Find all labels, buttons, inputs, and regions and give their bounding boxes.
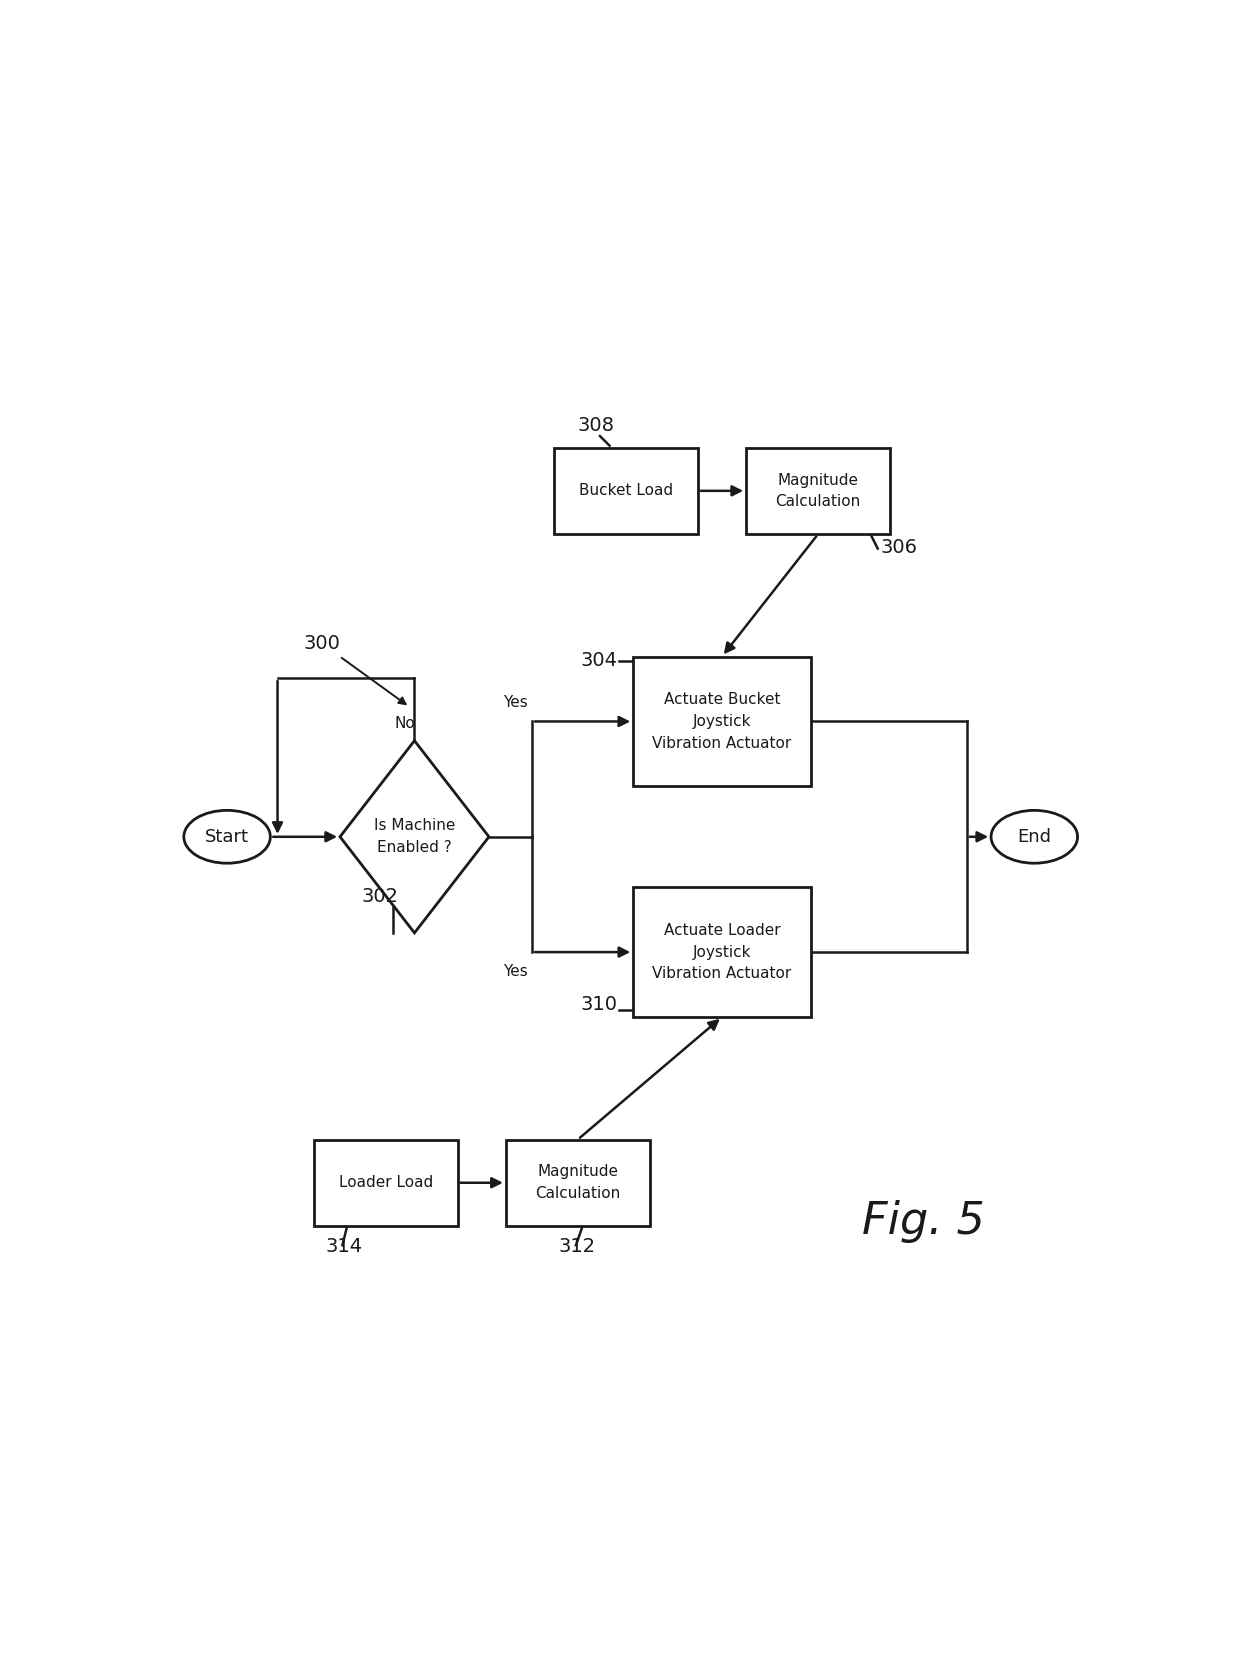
Text: 300: 300 — [304, 635, 405, 704]
Text: Actuate Bucket
Joystick
Vibration Actuator: Actuate Bucket Joystick Vibration Actuat… — [652, 693, 791, 751]
FancyBboxPatch shape — [746, 447, 890, 534]
Polygon shape — [340, 741, 489, 933]
Text: 306: 306 — [880, 539, 918, 557]
FancyBboxPatch shape — [634, 656, 811, 787]
Text: 304: 304 — [580, 651, 618, 669]
Text: Magnitude
Calculation: Magnitude Calculation — [775, 472, 861, 509]
Text: Loader Load: Loader Load — [339, 1175, 433, 1190]
Text: Actuate Loader
Joystick
Vibration Actuator: Actuate Loader Joystick Vibration Actuat… — [652, 923, 791, 981]
FancyBboxPatch shape — [314, 1140, 458, 1226]
Text: Start: Start — [205, 828, 249, 845]
Text: 310: 310 — [580, 994, 618, 1014]
Text: End: End — [1017, 828, 1052, 845]
Text: Yes: Yes — [502, 964, 527, 979]
Text: Magnitude
Calculation: Magnitude Calculation — [536, 1165, 620, 1201]
Text: 312: 312 — [558, 1236, 595, 1256]
Text: Fig. 5: Fig. 5 — [862, 1200, 986, 1243]
Text: 314: 314 — [325, 1236, 362, 1256]
Text: Bucket Load: Bucket Load — [579, 484, 673, 499]
Text: Yes: Yes — [502, 694, 527, 709]
Text: 302: 302 — [362, 886, 398, 906]
FancyBboxPatch shape — [506, 1140, 650, 1226]
Text: 308: 308 — [578, 416, 615, 436]
Text: No: No — [394, 716, 415, 731]
FancyBboxPatch shape — [554, 447, 698, 534]
Ellipse shape — [184, 810, 270, 863]
Text: Is Machine
Enabled ?: Is Machine Enabled ? — [373, 819, 455, 855]
FancyBboxPatch shape — [634, 886, 811, 1017]
Ellipse shape — [991, 810, 1078, 863]
